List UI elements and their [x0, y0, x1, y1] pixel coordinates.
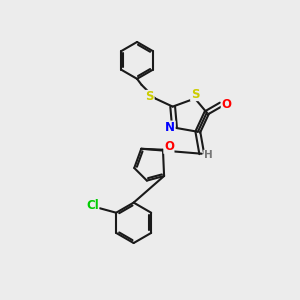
Text: Cl: Cl [86, 200, 99, 212]
Text: S: S [191, 88, 199, 100]
Text: O: O [221, 98, 231, 111]
Text: O: O [164, 140, 174, 153]
Text: S: S [146, 91, 154, 103]
Text: H: H [204, 150, 213, 160]
Text: N: N [165, 121, 175, 134]
